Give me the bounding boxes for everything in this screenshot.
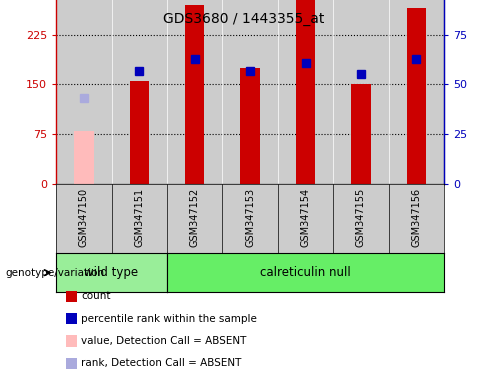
- Bar: [351, 84, 371, 184]
- Text: GSM347154: GSM347154: [301, 188, 310, 247]
- Text: GSM347153: GSM347153: [245, 188, 255, 247]
- Text: percentile rank within the sample: percentile rank within the sample: [81, 314, 257, 324]
- Text: GSM347150: GSM347150: [79, 188, 89, 247]
- Bar: [112, 0, 167, 184]
- Text: GSM347156: GSM347156: [411, 188, 421, 247]
- Bar: [74, 131, 94, 184]
- Text: count: count: [81, 291, 111, 301]
- Bar: [167, 0, 223, 184]
- Bar: [56, 0, 112, 184]
- Bar: [223, 0, 278, 184]
- Text: wild type: wild type: [84, 266, 139, 279]
- Text: GSM347152: GSM347152: [190, 188, 200, 247]
- Bar: [388, 0, 444, 184]
- Bar: [278, 0, 333, 184]
- Bar: [185, 5, 204, 184]
- Text: value, Detection Call = ABSENT: value, Detection Call = ABSENT: [81, 336, 247, 346]
- Text: GSM347151: GSM347151: [134, 188, 144, 247]
- Bar: [296, 0, 315, 184]
- Bar: [333, 0, 388, 184]
- Text: genotype/variation: genotype/variation: [5, 268, 104, 278]
- Bar: [407, 8, 426, 184]
- Bar: [129, 81, 149, 184]
- Bar: [241, 68, 260, 184]
- Text: GDS3680 / 1443355_at: GDS3680 / 1443355_at: [163, 12, 325, 25]
- Text: calreticulin null: calreticulin null: [260, 266, 351, 279]
- Text: GSM347155: GSM347155: [356, 188, 366, 247]
- Text: rank, Detection Call = ABSENT: rank, Detection Call = ABSENT: [81, 358, 242, 368]
